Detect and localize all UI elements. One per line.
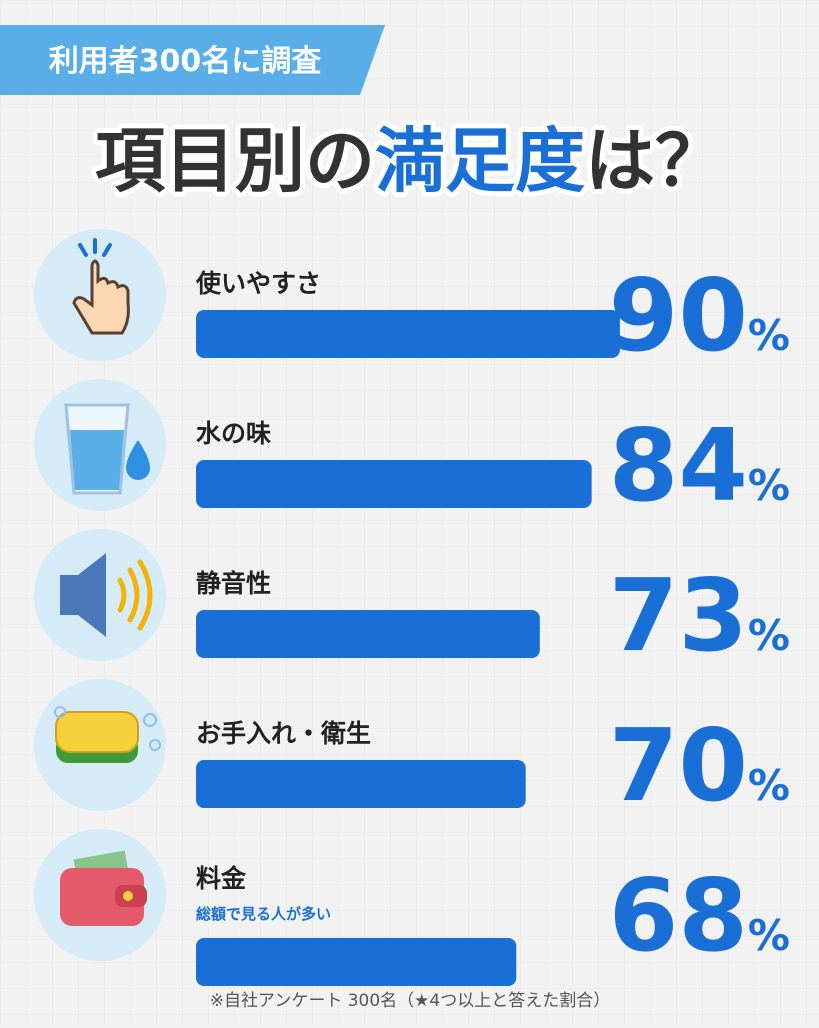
value-label: 73% xyxy=(609,557,790,674)
bar xyxy=(196,310,620,358)
title-part: 項目別の xyxy=(95,120,375,202)
title-part: 満足度 xyxy=(375,120,585,202)
value-number: 84 xyxy=(609,407,748,524)
badge-text: 利用者300名に調査 xyxy=(49,44,322,79)
chart-title: 項目別の満足度は？ xyxy=(95,120,725,202)
bar xyxy=(196,760,526,808)
value-unit: % xyxy=(748,461,790,510)
category-label: 料金 xyxy=(196,864,247,893)
value-number: 90 xyxy=(609,257,748,374)
category-note: 総額で見る人が多い xyxy=(196,905,331,923)
category-label: 水の味 xyxy=(196,419,271,448)
value-label: 90% xyxy=(609,257,790,374)
value-unit: % xyxy=(748,911,790,960)
value-number: 68 xyxy=(609,857,748,974)
bar xyxy=(196,938,517,986)
bar xyxy=(196,460,592,508)
value-unit: % xyxy=(748,761,790,810)
category-label: 使いやすさ xyxy=(195,269,321,298)
bar xyxy=(196,610,540,658)
value-label: 68% xyxy=(609,857,790,974)
icons xyxy=(34,229,166,961)
badge-shape xyxy=(0,25,385,95)
category-label: お手入れ・衛生 xyxy=(196,719,371,748)
value-label: 70% xyxy=(609,707,790,824)
category-label: 静音性 xyxy=(196,569,271,598)
title-part: は？ xyxy=(585,120,725,202)
footnote: ※自社アンケート 300名（★4つ以上と答えた割合） xyxy=(210,991,610,1011)
value-number: 70 xyxy=(609,707,748,824)
value-number: 73 xyxy=(609,557,748,674)
value-unit: % xyxy=(748,311,790,360)
value-label: 84% xyxy=(609,407,790,524)
value-unit: % xyxy=(748,611,790,660)
